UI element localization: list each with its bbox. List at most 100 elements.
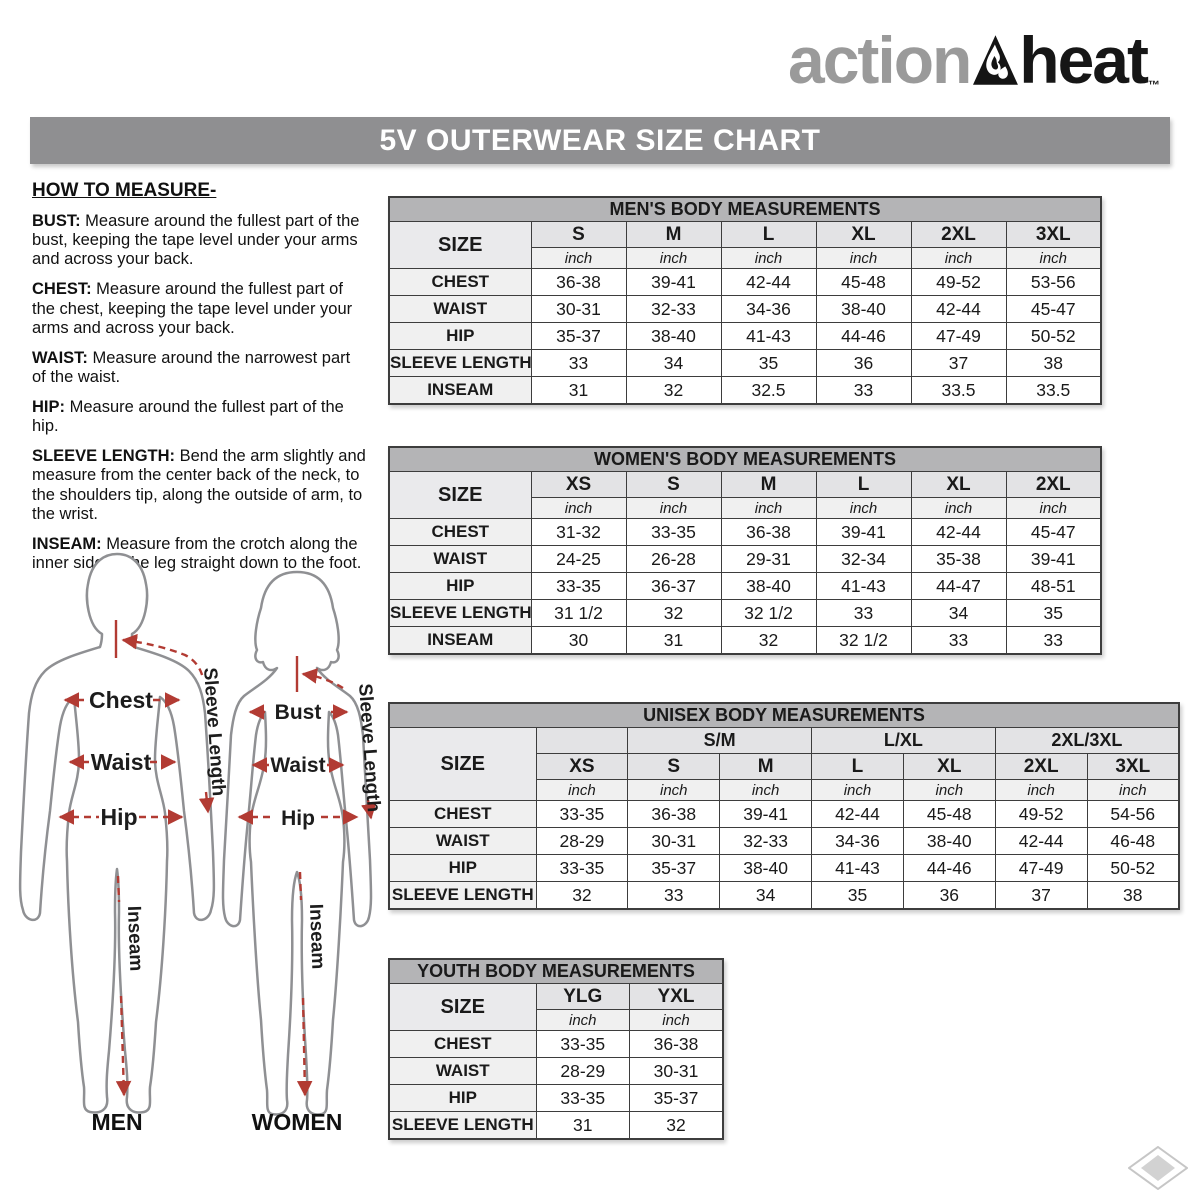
data-cell: 35 [720, 349, 817, 377]
data-cell: 31-32 [530, 518, 627, 546]
data-cell: 34-36 [720, 295, 817, 323]
data-cell: 34 [910, 599, 1007, 627]
measure-term: HIP: [32, 398, 70, 416]
data-cell: 35-37 [530, 322, 627, 350]
data-cell: 36-38 [627, 800, 721, 828]
data-cell: 36-38 [720, 518, 817, 546]
table-title: WOMEN'S BODY MEASUREMENTS [388, 446, 1102, 472]
size-group-header: S/M [627, 727, 813, 754]
data-cell: 33 [815, 599, 912, 627]
size-column-header: S [625, 471, 722, 498]
measure-instruction: BUST: Measure around the fullest part of… [32, 212, 360, 269]
data-cell: 33 [530, 349, 627, 377]
unit-cell: inch [811, 779, 904, 801]
size-column-header: 3XL [1086, 753, 1180, 780]
data-cell: 35-37 [629, 1084, 724, 1112]
data-cell: 31 1/2 [530, 599, 627, 627]
diamond-watermark-icon [1128, 1146, 1188, 1190]
unit-cell: inch [902, 779, 996, 801]
table-row: WAIST 30-31 32-33 34-36 38-40 42-44 45-47 [388, 295, 1102, 323]
data-cell: 32-34 [815, 545, 912, 573]
men-inseam-label: Inseam [123, 905, 146, 971]
measure-term: SLEEVE LENGTH: [32, 447, 180, 466]
data-cell: 29-31 [720, 545, 817, 573]
table-row: SLEEVE LENGTH 33 34 35 36 37 38 [388, 349, 1102, 377]
women-silhouette [221, 570, 373, 1116]
data-cell: 30-31 [629, 1057, 724, 1085]
men-sleeve-arrow-end [198, 791, 215, 814]
unit-cell: inch [719, 779, 813, 801]
unit-cell: inch [815, 247, 912, 269]
data-cell: 53-56 [1005, 268, 1102, 296]
data-cell: 45-47 [1005, 518, 1102, 546]
data-cell: 31 [535, 1111, 630, 1140]
data-cell: 38-40 [625, 322, 722, 350]
men-inseam-arrow [115, 995, 132, 1097]
table-row: HIP 33-35 35-37 [388, 1084, 724, 1112]
table-title: YOUTH BODY MEASUREMENTS [388, 958, 724, 984]
womens-measurements-table: WOMEN'S BODY MEASUREMENTS SIZE XS S M L XL 2XL i… [388, 446, 1102, 655]
row-label: CHEST [388, 518, 532, 546]
data-cell: 46-48 [1086, 827, 1180, 855]
size-column-header: XL [902, 753, 996, 780]
data-cell: 28-29 [535, 827, 629, 855]
data-cell: 33 [1005, 626, 1102, 655]
data-cell: 49-52 [910, 268, 1007, 296]
unit-cell: inch [530, 247, 627, 269]
row-label: INSEAM [388, 626, 532, 655]
data-cell: 33-35 [535, 800, 629, 828]
measure-term: WAIST: [32, 348, 93, 367]
size-column-header: 2XL [910, 221, 1007, 248]
data-cell: 33-35 [535, 854, 629, 882]
women-caption: WOMEN [252, 1109, 343, 1135]
data-cell: 26-28 [625, 545, 722, 573]
data-cell: 24-25 [530, 545, 627, 573]
row-label: INSEAM [388, 376, 532, 405]
data-cell: 39-41 [719, 800, 813, 828]
data-cell: 35 [1005, 599, 1102, 627]
men-sleeve-arrow [121, 633, 205, 679]
data-cell: 31 [625, 626, 722, 655]
table-row: HIP 35-37 38-40 41-43 44-46 47-49 50-52 [388, 322, 1102, 350]
unit-cell: inch [1086, 779, 1180, 801]
size-column-header: M [719, 753, 813, 780]
data-cell: 31 [530, 376, 627, 405]
how-to-measure-heading: HOW TO MEASURE- [32, 180, 217, 201]
table-row: CHEST 33-35 36-38 39-41 42-44 45-48 49-52 54-56 [388, 800, 1180, 828]
unit-cell: inch [535, 779, 629, 801]
data-cell: 39-41 [1005, 545, 1102, 573]
youth-measurements-table: YOUTH BODY MEASUREMENTS SIZE YLG YXL inch inc… [388, 958, 724, 1140]
table-row: HIP 33-35 36-37 38-40 41-43 44-47 48-51 [388, 572, 1102, 600]
data-cell: 32 [535, 881, 629, 910]
unit-cell: inch [815, 497, 912, 519]
data-cell: 33 [627, 881, 721, 910]
data-cell: 28-29 [535, 1057, 630, 1085]
men-chest-label: Chest [89, 687, 153, 713]
data-cell: 34 [625, 349, 722, 377]
men-waist-label: Waist [91, 749, 152, 775]
data-cell: 38-40 [719, 854, 813, 882]
data-cell: 35-38 [910, 545, 1007, 573]
table-row: INSEAM 31 32 32.5 33 33.5 33.5 [388, 376, 1102, 405]
row-label: WAIST [388, 827, 537, 855]
table-row: SLEEVE LENGTH 31 1/2 32 32 1/2 33 34 35 [388, 599, 1102, 627]
women-inseam-arrow [296, 997, 313, 1097]
measure-term: BUST: [32, 212, 86, 230]
table-title: UNISEX BODY MEASUREMENTS [388, 702, 1180, 728]
data-cell: 30-31 [530, 295, 627, 323]
data-cell: 38-40 [815, 295, 912, 323]
data-cell: 32 [720, 626, 817, 655]
data-cell: 36-37 [625, 572, 722, 600]
size-column-header: XS [530, 471, 627, 498]
data-cell: 42-44 [910, 518, 1007, 546]
size-column-header: L [815, 471, 912, 498]
size-column-header: XL [910, 471, 1007, 498]
size-column-header: 2XL [1005, 471, 1102, 498]
row-label: CHEST [388, 800, 537, 828]
data-cell: 32.5 [720, 376, 817, 405]
data-cell: 38-40 [720, 572, 817, 600]
data-cell: 42-44 [910, 295, 1007, 323]
size-column-header: L [811, 753, 904, 780]
measure-term: INSEAM: [32, 534, 107, 553]
